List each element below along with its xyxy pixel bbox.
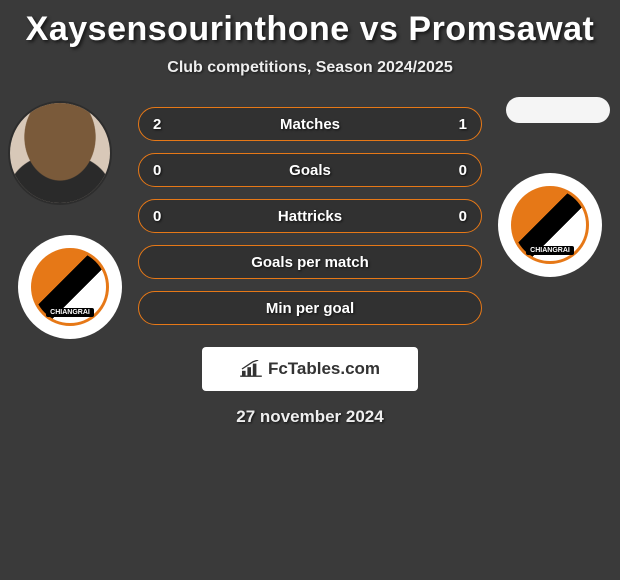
stat-label: Goals per match bbox=[251, 254, 369, 271]
stats-column: 2 Matches 1 0 Goals 0 0 Hattricks 0 Goal… bbox=[138, 107, 482, 337]
stat-right-value: 0 bbox=[447, 162, 467, 179]
watermark-badge: FcTables.com bbox=[202, 347, 418, 391]
club-logo-icon: CHIANGRAI bbox=[511, 186, 589, 264]
player-silhouette-icon bbox=[10, 103, 110, 203]
club-left-badge: CHIANGRAI bbox=[18, 235, 122, 339]
stat-label: Matches bbox=[280, 116, 340, 133]
page-title: Xaysensourinthone vs Promsawat bbox=[0, 0, 620, 49]
stat-label: Min per goal bbox=[266, 300, 354, 317]
stat-label: Goals bbox=[289, 162, 331, 179]
stat-row-hattricks: 0 Hattricks 0 bbox=[138, 199, 482, 233]
chart-icon bbox=[240, 360, 262, 378]
club-logo-text: CHIANGRAI bbox=[46, 308, 94, 317]
club-logo-text: CHIANGRAI bbox=[526, 246, 574, 255]
stat-left-value: 2 bbox=[153, 116, 173, 133]
player-right-placeholder bbox=[506, 97, 610, 123]
player-left-avatar bbox=[8, 101, 112, 205]
club-right-badge: CHIANGRAI bbox=[498, 173, 602, 277]
stat-row-matches: 2 Matches 1 bbox=[138, 107, 482, 141]
stat-row-goals: 0 Goals 0 bbox=[138, 153, 482, 187]
club-logo-icon: CHIANGRAI bbox=[31, 248, 109, 326]
stat-left-value: 0 bbox=[153, 208, 173, 225]
stat-row-goals-per-match: Goals per match bbox=[138, 245, 482, 279]
watermark-text: FcTables.com bbox=[268, 359, 380, 379]
stat-right-value: 1 bbox=[447, 116, 467, 133]
stat-left-value: 0 bbox=[153, 162, 173, 179]
page-subtitle: Club competitions, Season 2024/2025 bbox=[0, 59, 620, 77]
stat-label: Hattricks bbox=[278, 208, 342, 225]
stat-row-min-per-goal: Min per goal bbox=[138, 291, 482, 325]
stat-right-value: 0 bbox=[447, 208, 467, 225]
date-label: 27 november 2024 bbox=[236, 407, 383, 427]
